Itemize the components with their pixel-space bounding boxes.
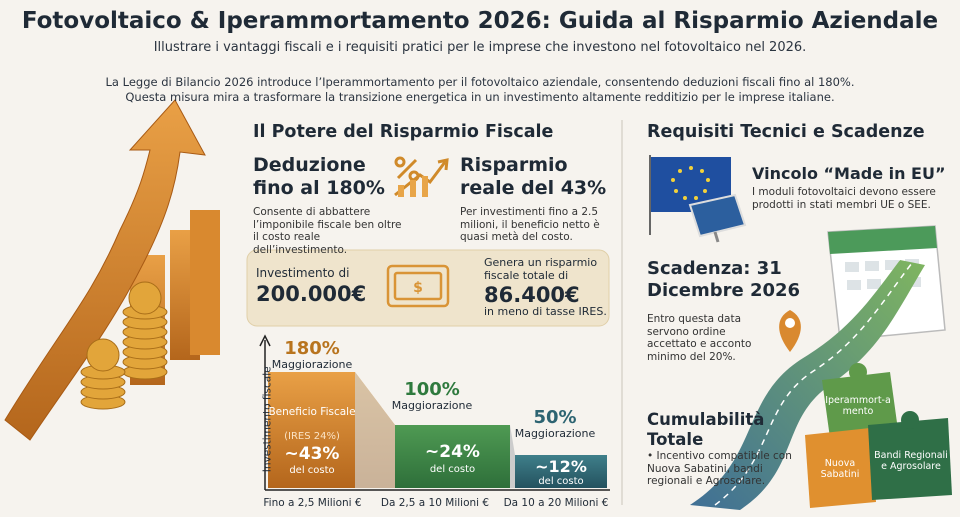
deadline-text: Entro questa data servono ordine accetta… xyxy=(647,313,752,363)
tier-saving-label: del costo xyxy=(429,464,476,475)
tier-saving: ~24% xyxy=(425,442,480,462)
cumulability-heading: Cumulabilità Totale xyxy=(647,410,765,449)
puzzle-icon xyxy=(805,363,952,508)
example-label: Investimento di xyxy=(256,266,350,280)
tier-range: Da 10 a 20 Milioni € xyxy=(503,497,609,509)
puzzle-label: Nuova Sabatini xyxy=(820,458,860,481)
tier-saving-label: del costo xyxy=(289,465,335,476)
made-in-eu-text: I moduli fotovoltaici devono essere prod… xyxy=(752,186,936,211)
growth-illustration xyxy=(4,99,220,441)
tier-rate-label: Maggiorazione xyxy=(514,427,596,440)
section-title: Requisiti Tecnici e Scadenze xyxy=(647,122,925,142)
deadline-heading: Scadenza: 31 Dicembre 2026 xyxy=(647,258,801,301)
card-icon xyxy=(386,264,450,308)
tier-benefit-note: (IRES 24%) xyxy=(284,431,340,442)
example-note-after: in meno di tasse IRES. xyxy=(484,305,607,318)
tier-rate: 50% xyxy=(533,407,577,428)
tier-rate-label: Maggiorazione xyxy=(391,399,473,412)
tier-range: Fino a 2,5 Milioni € xyxy=(263,497,362,509)
tier-rate-label: Maggiorazione xyxy=(271,358,353,371)
example-amount: 200.000€ xyxy=(256,282,367,306)
example-saving: 86.400€ xyxy=(484,283,580,307)
example-note: Genera un risparmio fiscale totale di xyxy=(484,256,598,283)
real-saving-text: Per investimenti fino a 2.5 milioni, il … xyxy=(460,206,600,244)
cumulability-text: • Incentivo compatibile con Nuova Sabati… xyxy=(647,450,792,488)
tier-chart xyxy=(259,334,610,491)
tier-benefit: Beneficio Fiscale xyxy=(268,406,356,418)
tier-rate: 100% xyxy=(404,379,460,400)
percent-icon xyxy=(394,156,449,197)
intro-line: La Legge di Bilancio 2026 introduce l’Ip… xyxy=(105,75,855,89)
eu-flag-icon xyxy=(649,155,747,243)
deduction-heading: Deduzione fino al 180% xyxy=(253,154,385,199)
puzzle-label: Iperammort-amento xyxy=(825,395,891,418)
calendar-road-icon xyxy=(690,225,946,510)
tier-saving-label: del costo xyxy=(538,476,584,487)
example-box xyxy=(246,249,610,327)
real-saving-heading: Risparmio reale del 43% xyxy=(460,154,607,199)
tier-saving: ~12% xyxy=(535,457,587,476)
tier-range: Da 2,5 a 10 Milioni € xyxy=(380,497,490,509)
section-title: Il Potere del Risparmio Fiscale xyxy=(253,122,554,142)
tier-rate: 180% xyxy=(284,338,340,359)
intro-line: Questa misura mira a trasformare la tran… xyxy=(125,90,835,104)
title: Fotovoltaico & Iperammortamento 2026: Gu… xyxy=(21,8,939,34)
tier-saving: ~43% xyxy=(284,444,340,464)
currency-icon: $ xyxy=(413,280,423,296)
puzzle-label: Bandi Regionali e Agrosolare xyxy=(874,450,948,473)
subtitle: Illustrare i vantaggi fiscali e i requis… xyxy=(153,40,807,55)
made-in-eu-heading: Vincolo “Made in EU” xyxy=(752,164,946,183)
deduction-text: Consente di abbattere l’imponibile fisca… xyxy=(253,206,402,256)
